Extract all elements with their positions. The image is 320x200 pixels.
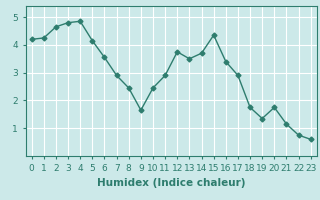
X-axis label: Humidex (Indice chaleur): Humidex (Indice chaleur) xyxy=(97,178,245,188)
